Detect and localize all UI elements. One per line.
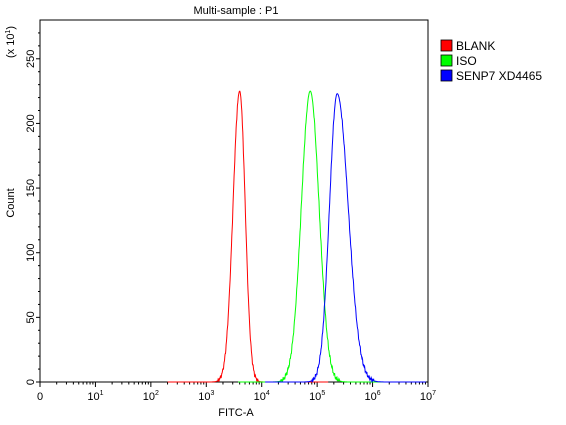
chart-title: Multi-sample : P1 [194, 5, 279, 17]
x-tick-label: 107 [420, 390, 436, 403]
x-tick-label: 102 [143, 390, 159, 403]
x-axis: 0 101 102 103 104 105 106 107 [37, 382, 436, 403]
y-tick-label: 50 [25, 311, 37, 323]
legend-label: BLANK [456, 39, 495, 53]
legend-label: ISO [456, 54, 477, 68]
x-tick-base: 0 [37, 391, 43, 403]
y-tick-label: 200 [25, 114, 37, 132]
x-tick-base: 10 [254, 391, 266, 403]
y-multiplier-exponent: 1 [5, 30, 12, 34]
x-tick-base: 10 [143, 391, 155, 403]
legend-swatch [440, 69, 453, 82]
x-tick-exponent: 1 [100, 390, 104, 397]
x-tick-label: 106 [364, 390, 380, 403]
x-tick-base: 10 [198, 391, 210, 403]
x-axis-label: FITC-A [218, 407, 254, 419]
x-tick-exponent: 5 [321, 390, 325, 397]
series-line-senp7-xd4465 [265, 93, 426, 383]
y-axis-label: Count [5, 188, 17, 217]
x-tick-label: 104 [254, 390, 270, 403]
legend-swatch [440, 54, 453, 67]
plot-frame [39, 19, 429, 383]
x-tick-label: 105 [309, 390, 325, 403]
series-line-blank [167, 90, 329, 383]
y-multiplier-close: ) [5, 26, 17, 30]
y-tick-label: 250 [25, 50, 37, 68]
y-tick-label: 0 [25, 379, 37, 385]
series-layer [167, 90, 426, 383]
y-multiplier-base: (x 10 [5, 34, 17, 58]
series-line-iso [238, 90, 399, 383]
x-tick-base: 10 [420, 391, 432, 403]
x-tick-base: 10 [364, 391, 376, 403]
x-tick-exponent: 7 [432, 390, 436, 397]
y-axis: 0 50 100 150 200 250 [25, 32, 40, 385]
x-tick-exponent: 3 [210, 390, 214, 397]
y-tick-label: 150 [25, 179, 37, 197]
legend-swatch [440, 39, 453, 52]
y-axis-multiplier: (x 101) [5, 26, 17, 58]
x-tick-label: 101 [87, 390, 103, 403]
x-tick-base: 10 [309, 391, 321, 403]
x-tick-label: 103 [198, 390, 214, 403]
legend-label: SENP7 XD4465 [456, 69, 542, 83]
x-tick-exponent: 2 [155, 390, 159, 397]
x-tick-label: 0 [37, 391, 43, 403]
x-tick-exponent: 6 [377, 390, 381, 397]
y-tick-label: 100 [25, 244, 37, 262]
x-tick-base: 10 [87, 391, 99, 403]
x-tick-exponent: 4 [266, 390, 270, 397]
